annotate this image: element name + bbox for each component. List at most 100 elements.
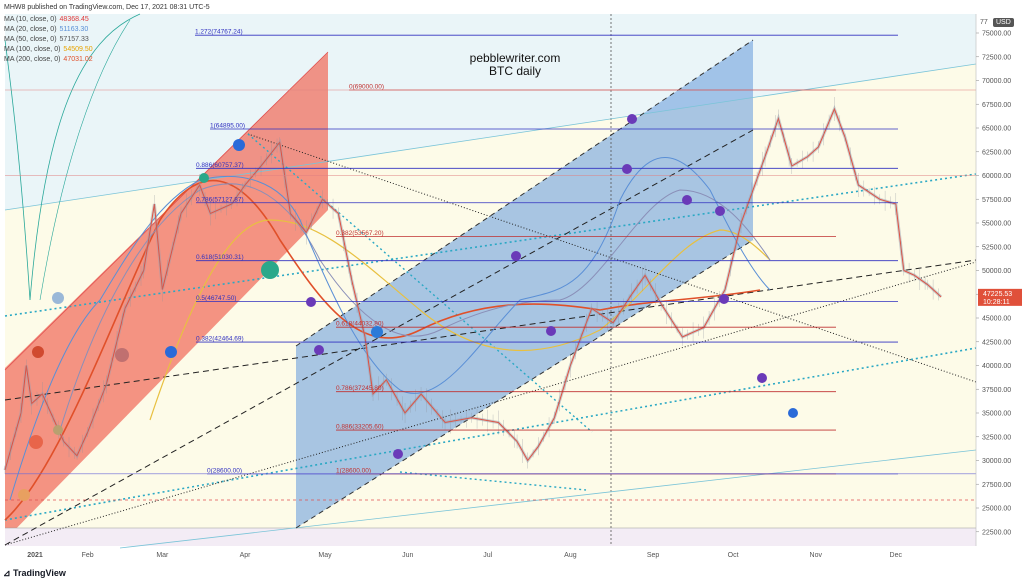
tradingview-logo-icon: ⊿	[3, 568, 14, 578]
green-arc-right	[29, 13, 141, 301]
x-tick-label: May	[318, 552, 332, 559]
x-tick-label: Mar	[156, 552, 169, 559]
trend-lines	[4, 13, 977, 549]
black-dotted-downtrend	[247, 133, 977, 383]
ma-legend-item: MA (20, close, 0) 51163.30	[4, 26, 88, 33]
ma-100-curve	[149, 219, 771, 421]
marker-purple-6	[622, 164, 632, 174]
blue-channel-lower-edge	[295, 239, 754, 529]
x-tick-label: Dec	[890, 552, 903, 559]
ma-legend-value: 48368.45	[59, 16, 89, 23]
ma-legend-item: MA (100, close, 0) 54509.50	[4, 46, 93, 53]
fib-level-label: 0.382(42464.69)	[196, 336, 244, 343]
price-axis[interactable]: 22500.00 25000.00 27500.00 30000.00 32500.00…	[975, 14, 1024, 546]
y-tick-label: 42500.00	[982, 339, 1011, 346]
ma-legend-value: 47031.02	[63, 56, 93, 63]
cyan-dotted-short	[399, 471, 587, 491]
ma-legend-value: 51163.30	[59, 26, 89, 33]
y-tick-label: 62500.00	[982, 149, 1011, 156]
marker-teal-2	[261, 261, 279, 279]
cyan-dotted-diagonal	[247, 133, 593, 433]
marker-red-1	[32, 346, 44, 358]
price-tag-price: 47225.53	[983, 291, 1012, 298]
y-tick-label: 35000.00	[982, 411, 1011, 418]
marker-blue-2	[233, 139, 245, 151]
marker-purple-9	[715, 206, 725, 216]
marker-lightblue	[52, 292, 64, 304]
moving-averages	[4, 157, 771, 521]
y-tick-label: 25000.00	[982, 506, 1011, 513]
marker-purple-11	[757, 373, 767, 383]
ma-legend-label: MA (200, close, 0)	[4, 56, 61, 63]
title-line-1: pebblewriter.com	[469, 51, 561, 65]
x-tick-label: 2021	[27, 552, 43, 559]
marker-purple-1	[306, 297, 316, 307]
ma-legend-value: 57157.33	[59, 36, 89, 43]
title-line-2: BTC daily	[488, 64, 541, 78]
y-tick-label: 45000.00	[982, 316, 1011, 323]
fib-level-label: 0.786(37245.80)	[336, 385, 384, 392]
cyan-upper-trendline	[4, 63, 977, 211]
fib-level-label: 1.272(74767.24)	[195, 29, 243, 36]
fib-level-label: 0.886(33205.60)	[336, 424, 384, 431]
price-tag-time: 10:28:11	[983, 299, 1010, 306]
y-tick-label: 50000.00	[982, 268, 1011, 275]
y-tick-label: 27500.00	[982, 482, 1011, 489]
lower-indicator-strip	[5, 528, 976, 546]
price-axis-top-tick: 77	[980, 19, 988, 26]
current-price-tag: 47225.53 10:28:11	[978, 288, 1022, 306]
x-tick-label: Sep	[647, 552, 660, 559]
ma-legend-item: MA (200, close, 0) 47031.02	[4, 56, 93, 63]
red-rising-channel	[5, 52, 328, 540]
cyan-lower-trendline	[119, 449, 977, 549]
marker-purple-4	[511, 251, 521, 261]
marker-purple-3	[393, 449, 403, 459]
publish-header: MHW8 published on TradingView.com, Dec 1…	[4, 4, 210, 11]
cyan-dotted-trendline-lower	[4, 347, 977, 521]
fib-level-label: 1(64895.00)	[210, 122, 245, 129]
marker-purple-5	[546, 326, 556, 336]
y-tick-label: 40000.00	[982, 363, 1011, 370]
marker-orange-1	[29, 435, 43, 449]
ma-20-curve	[9, 157, 771, 501]
fib-level-label: 0(69000.00)	[349, 84, 384, 91]
marker-purple-10	[719, 294, 729, 304]
ma-legend-item: MA (10, close, 0) 48368.45	[4, 16, 89, 23]
price-tag-bg	[978, 288, 1022, 306]
x-tick-label: Apr	[240, 552, 252, 559]
green-arc-left	[4, 39, 31, 301]
time-axis[interactable]: 2021 Feb Mar Apr May Jun Jul Aug Sep Oct Nov Dec	[27, 552, 902, 559]
fib-level-label: 0.382(53567.20)	[336, 230, 384, 237]
y-tick-label: 32500.00	[982, 434, 1011, 441]
marker-tan	[53, 425, 63, 435]
marker-blue-1	[165, 346, 177, 358]
y-tick-label: 72500.00	[982, 54, 1011, 61]
chart-title: pebblewriter.com BTC daily	[455, 52, 575, 78]
fib-level-label: 0(28600.00)	[207, 467, 242, 474]
usd-badge[interactable]: USD	[993, 18, 1014, 27]
fib-level-label: 0.5(46747.50)	[196, 295, 236, 302]
y-tick-label: 22500.00	[982, 529, 1011, 536]
marker-teal-1	[199, 173, 209, 183]
ma-legend-value: 54509.50	[63, 46, 93, 53]
marker-purple-8	[682, 195, 692, 205]
y-tick-label: 67500.00	[982, 102, 1011, 109]
x-tick-label: Oct	[728, 552, 739, 559]
price-axis-bg	[976, 14, 1024, 546]
ma-legend-item: MA (50, close, 0) 57157.33	[4, 36, 89, 43]
marker-purple-7	[627, 114, 637, 124]
x-tick-label: Jun	[402, 552, 413, 559]
fib-level-label: 0.618(44032.80)	[336, 321, 384, 328]
ma-50-curve	[59, 183, 771, 431]
x-tick-label: Jul	[483, 552, 492, 559]
ma-200-curve	[4, 179, 761, 521]
black-dashed-trendline-1	[4, 259, 977, 401]
wave-markers	[18, 114, 798, 501]
marker-purple-2	[314, 345, 324, 355]
marker-blue-4	[788, 408, 798, 418]
y-tick-label: 75000.00	[982, 31, 1011, 38]
ma-legend-label: MA (20, close, 0)	[4, 26, 57, 33]
marker-blue-3	[371, 326, 383, 338]
fib-level-label: 0.886(60757.37)	[196, 162, 244, 169]
